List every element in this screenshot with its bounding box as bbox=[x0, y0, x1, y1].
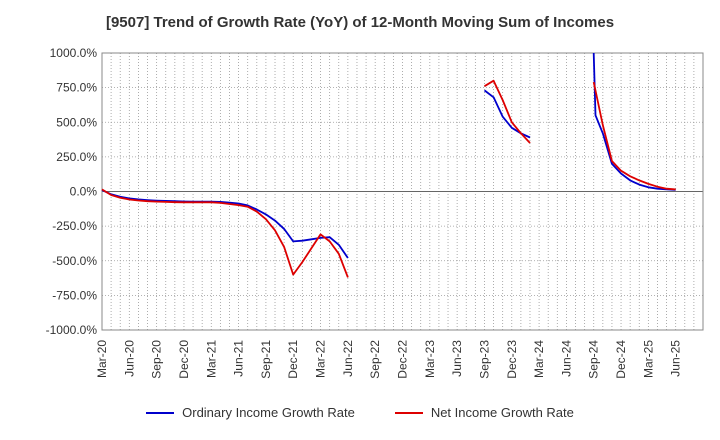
legend-item-net-income: Net Income Growth Rate bbox=[394, 405, 574, 420]
x-tick-label: Sep-24 bbox=[587, 340, 601, 379]
x-tick-label: Sep-23 bbox=[477, 340, 491, 379]
x-tick-label: Dec-20 bbox=[177, 340, 191, 379]
legend: Ordinary Income Growth Rate Net Income G… bbox=[0, 405, 720, 420]
chart-title: [9507] Trend of Growth Rate (YoY) of 12-… bbox=[105, 14, 615, 31]
x-tick-label: Mar-23 bbox=[423, 340, 437, 378]
legend-swatch-ordinary-income bbox=[146, 411, 175, 414]
net-income-line bbox=[484, 79, 531, 144]
y-tick-label: -1000.0% bbox=[46, 323, 98, 337]
legend-label-net-income: Net Income Growth Rate bbox=[430, 405, 574, 420]
x-tick-label: Mar-20 bbox=[95, 340, 109, 378]
legend-swatch-net-income bbox=[394, 411, 423, 414]
net-income-line bbox=[592, 81, 676, 191]
x-tick-label: Sep-20 bbox=[150, 340, 164, 379]
x-tick-label: Dec-21 bbox=[286, 340, 300, 379]
series-layer bbox=[101, 52, 676, 278]
ordinary-income-line bbox=[101, 189, 349, 259]
y-tick-label: 1000.0% bbox=[50, 46, 98, 60]
tick-label-layer: 1000.0% 750.0% 500.0% 250.0% 0.0% -250.0% -500… bbox=[46, 46, 683, 379]
x-tick-label: Mar-25 bbox=[641, 340, 655, 378]
x-tick-label: Mar-22 bbox=[314, 340, 328, 378]
legend-item-ordinary-income: Ordinary Income Growth Rate bbox=[146, 405, 355, 420]
y-tick-label: 250.0% bbox=[56, 150, 97, 164]
x-tick-label: Jun-24 bbox=[559, 340, 573, 377]
x-tick-label: Dec-24 bbox=[614, 340, 628, 379]
x-tick-label: Sep-22 bbox=[368, 340, 382, 379]
x-tick-label: Mar-21 bbox=[204, 340, 218, 378]
y-tick-label: -500.0% bbox=[52, 254, 97, 268]
ordinary-income-line bbox=[592, 52, 676, 191]
net-income-line bbox=[101, 188, 349, 278]
y-tick-label: 0.0% bbox=[70, 185, 98, 199]
y-tick-label: -750.0% bbox=[52, 288, 97, 302]
x-tick-label: Jun-25 bbox=[669, 340, 683, 377]
axis-layer bbox=[101, 52, 704, 331]
plot-frame bbox=[101, 52, 704, 331]
x-tick-label: Dec-22 bbox=[396, 340, 410, 379]
x-tick-label: Sep-21 bbox=[259, 340, 273, 379]
x-tick-label: Jun-21 bbox=[232, 340, 246, 377]
x-tick-label: Jun-20 bbox=[122, 340, 136, 377]
y-tick-label: -250.0% bbox=[52, 219, 97, 233]
x-tick-label: Jun-23 bbox=[450, 340, 464, 377]
y-tick-label: 750.0% bbox=[56, 81, 97, 95]
x-tick-label: Dec-23 bbox=[505, 340, 519, 379]
x-tick-label: Jun-22 bbox=[341, 340, 355, 377]
x-tick-label: Mar-24 bbox=[532, 340, 546, 378]
ordinary-income-line bbox=[483, 89, 531, 139]
legend-label-ordinary-income: Ordinary Income Growth Rate bbox=[182, 405, 355, 420]
y-tick-label: 500.0% bbox=[56, 115, 97, 129]
